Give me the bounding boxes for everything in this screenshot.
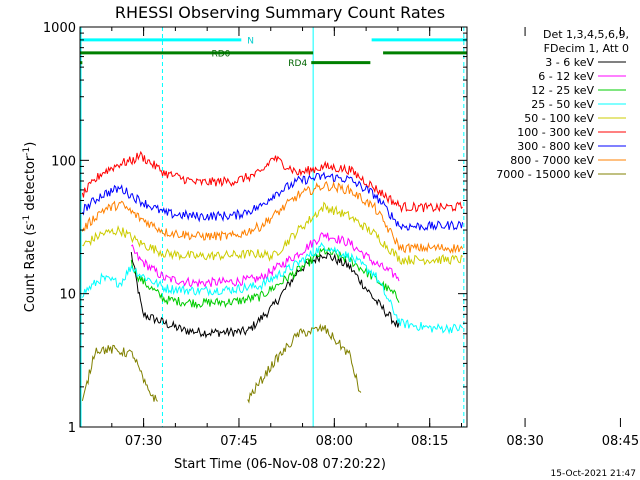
series-800-7000kev [81,180,464,255]
legend-label: 100 - 300 keV [517,126,594,139]
series-7000-15000kev [81,323,362,404]
series-line [81,150,463,214]
y-label-part-1: Count Rate (s [23,224,38,313]
series-300-800kev [81,171,464,231]
x-tick-label: 08:45 [602,434,639,449]
series-25-50kev [81,242,463,335]
plot-frame [79,26,468,428]
flag-rd0: RD0 [80,49,467,59]
y-label-exp-1: -1 [22,215,32,224]
flag-label: N [247,36,254,46]
series-line [130,247,400,310]
legend-label: 25 - 50 keV [531,98,594,111]
x-tick-label: 08:15 [411,434,448,449]
series-line [81,171,464,231]
series-line [82,201,463,266]
legend-label: 3 - 6 keV [545,56,594,69]
x-tick-label: 08:00 [316,434,353,449]
legend: Det 1,3,4,5,6,9,FDecim 1, Att 03 - 6 keV… [496,28,629,181]
series-12-25kev [130,247,400,310]
series-line [81,344,158,402]
series-line [131,232,400,288]
y-axis-label: Count Rate (s-1 detector-1) [22,142,38,313]
y-label-part-3: ) [23,142,38,147]
legend-label: 7000 - 15000 keV [496,168,594,181]
chart-title: RHESSI Observing Summary Count Rates [115,3,445,22]
series-100-300kev [81,150,463,214]
y-label-part-2: detector [23,155,38,215]
timestamp: 15-Oct-2021 21:47 [551,469,636,479]
y-tick-label: 10 [59,288,76,303]
series-line [247,323,362,404]
x-tick-label: 07:45 [220,434,257,449]
series-line [81,242,463,335]
legend-label: 50 - 100 keV [524,112,594,125]
series-50-100kev [82,201,463,266]
plot-area: N RD0 RD4 [80,27,467,427]
series-line [130,251,400,339]
y-label-exp-2: -1 [22,147,32,156]
series-3-6kev [130,251,400,339]
legend-label: 6 - 12 keV [538,70,594,83]
legend-header-line: Det 1,3,4,5,6,9, [543,28,629,41]
y-tick-label: 100 [51,154,76,169]
series-6-12kev [131,232,400,288]
x-tick-label: 07:30 [125,434,162,449]
x-tick-label: 08:30 [506,434,543,449]
flag-n: N [80,36,467,46]
y-tick-label: 1 [68,421,76,436]
legend-label: 12 - 25 keV [531,84,594,97]
legend-label: 300 - 800 keV [517,140,594,153]
flag-rd4: RD4 [80,59,371,69]
flag-label: RD4 [288,59,307,69]
axis-layer: 1 10 100 1000 07:30 07:45 08:00 08:15 08:30 08:45… [43,21,639,449]
flag-label: RD0 [212,49,231,59]
legend-header-line: FDecim 1, Att 0 [544,42,629,55]
y-tick-label: 1000 [43,21,76,36]
series-line [81,180,464,255]
x-axis-label: Start Time (06-Nov-08 07:20:22) [174,457,386,472]
legend-label: 800 - 7000 keV [510,154,594,167]
